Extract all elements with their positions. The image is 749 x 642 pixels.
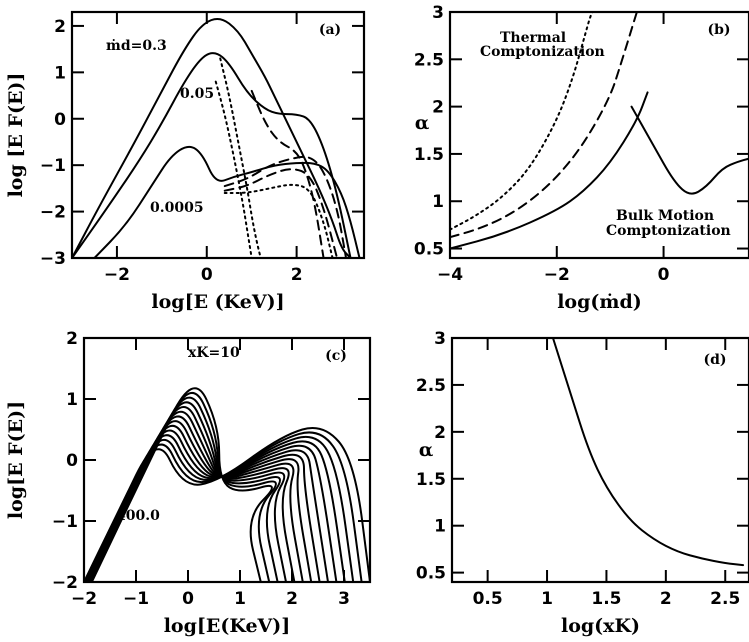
y-tick-label: 0 xyxy=(66,451,78,471)
annotation-bulk-motion: Bulk Motion xyxy=(616,208,714,224)
x-tick-label: 2 xyxy=(286,589,298,609)
series-line-solid-3 xyxy=(630,105,749,195)
y-tick-label: 1 xyxy=(432,192,444,212)
y-tick-label: 2 xyxy=(54,17,66,37)
series-line-dotted-7 xyxy=(214,80,253,258)
x-tick-label: −4 xyxy=(437,265,463,285)
series-line-dotted-8 xyxy=(223,183,334,258)
plot-frame xyxy=(82,336,372,584)
x-tick-label: 1 xyxy=(234,589,246,609)
annotation-comptonization-1: Comptonization xyxy=(480,44,605,60)
panel-label: (d) xyxy=(703,352,726,368)
plot-frame xyxy=(70,10,366,260)
x-axis-label: log(xK) xyxy=(561,615,640,637)
x-tick-label: −1 xyxy=(123,589,149,609)
panel-label: (a) xyxy=(319,22,341,38)
series-line-dotted-0 xyxy=(450,12,596,231)
series-line-dashed-1 xyxy=(450,12,638,239)
x-tick-label: 0 xyxy=(658,265,670,285)
x-tick-label: −2 xyxy=(71,589,97,609)
plot-frame xyxy=(450,336,749,584)
series-line-dashed-3 xyxy=(250,89,325,258)
x-tick-label: −2 xyxy=(104,265,130,285)
panel-c: −2 −1 0 1 2 3 −2 −1 0 1 2 log[E(KeV)] log[E F(E)] (c)… xyxy=(5,329,372,637)
panel-b: −4 −2 00.511.522.53log(ṁd)α(b)ThermalCompt… xyxy=(414,3,749,313)
panel-label: (c) xyxy=(325,348,347,364)
series-line-solid-0 xyxy=(551,338,745,567)
y-tick-label: 2 xyxy=(432,98,444,118)
annotation-400: 400.0 xyxy=(116,508,160,524)
x-tick-label: 0 xyxy=(182,589,194,609)
y-tick-label: −1 xyxy=(40,156,66,176)
annotation-md: ṁd=0.3 xyxy=(106,38,167,54)
y-tick-label: 1 xyxy=(434,517,446,537)
series-line-solid-2 xyxy=(450,91,649,250)
x-tick-label: 2 xyxy=(660,589,672,609)
series-line-solid-0 xyxy=(90,392,277,582)
x-axis-label: log[E (KeV)] xyxy=(151,291,284,313)
y-axis-label: log[E F(E)] xyxy=(5,401,27,519)
y-tick-label: −1 xyxy=(52,512,78,532)
y-tick-label: 2.5 xyxy=(416,376,446,396)
y-tick-label: 2 xyxy=(66,329,78,349)
x-axis-label: log(ṁd) xyxy=(557,291,642,313)
annotation-005: 0.05 xyxy=(180,86,214,102)
y-axis-label: α xyxy=(419,439,434,461)
annotation-comptonization-2: Comptonization xyxy=(606,223,731,239)
y-tick-label: 3 xyxy=(432,3,444,23)
y-tick-label: −2 xyxy=(40,203,66,223)
y-tick-label: 1 xyxy=(66,390,78,410)
y-tick-label: 0.5 xyxy=(414,240,444,260)
x-tick-label: 1.5 xyxy=(591,589,621,609)
x-tick-label: 0 xyxy=(201,265,213,285)
series-line-solid-0 xyxy=(89,401,287,582)
annotation-00005: 0.0005 xyxy=(150,200,204,216)
x-tick-label: 2 xyxy=(291,265,303,285)
annotation-thermal: Thermal xyxy=(500,30,566,46)
x-axis-label: log[E(KeV)] xyxy=(164,615,291,637)
series-line-solid-2 xyxy=(93,145,361,258)
y-axis-label: α xyxy=(415,112,430,134)
x-tick-label: 3 xyxy=(338,589,350,609)
y-tick-label: 3 xyxy=(434,329,446,349)
series-line-dashed-5 xyxy=(223,168,339,258)
y-tick-label: −2 xyxy=(52,573,78,593)
panel-a: −2 0 2 −3 −2 −1 0 1 2 log[E (KeV)] log [E F(E)] (a)… xyxy=(5,10,366,313)
y-tick-label: −3 xyxy=(40,249,66,269)
y-tick-label: 0.5 xyxy=(416,564,446,584)
series-line-solid-0 xyxy=(72,17,352,258)
x-tick-label: 1 xyxy=(541,589,553,609)
series-line-solid-1 xyxy=(72,52,352,258)
y-tick-label: 0 xyxy=(54,110,66,130)
annotation-xk10: xK=10 xyxy=(188,345,240,361)
plot-frame xyxy=(448,10,749,260)
panel-label: (b) xyxy=(707,22,730,38)
series-line-solid-0 xyxy=(84,426,370,582)
series-line-dotted-6 xyxy=(219,57,262,258)
x-tick-label: −2 xyxy=(544,265,570,285)
y-tick-label: 1.5 xyxy=(414,145,444,165)
x-tick-label: 0.5 xyxy=(473,589,503,609)
y-tick-label: 2.5 xyxy=(414,50,444,70)
y-tick-label: 1 xyxy=(54,63,66,83)
panel-d: 0.5 1 1.5 2 2.5 0.5 1 1.5 2 2.5 3 log(xK) α (d) xyxy=(416,329,749,637)
y-tick-label: 1.5 xyxy=(416,470,446,490)
y-axis-label: log [E F(E)] xyxy=(5,73,27,198)
y-tick-label: 2 xyxy=(434,423,446,443)
x-tick-label: 2.5 xyxy=(710,589,740,609)
